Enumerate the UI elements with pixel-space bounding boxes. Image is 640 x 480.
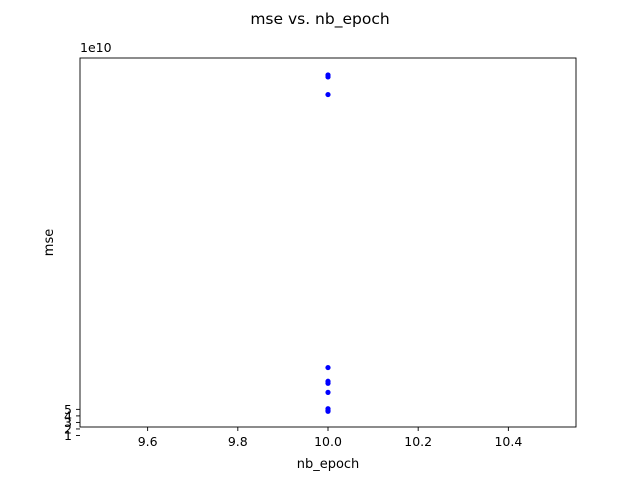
x-tick-label: 9.8 <box>228 434 248 449</box>
data-point <box>325 91 331 98</box>
data-points <box>325 72 331 414</box>
data-point <box>325 364 331 371</box>
plot-area-frame <box>79 57 577 428</box>
y-axis-title: mse <box>42 229 57 256</box>
y-tick-label: 3 <box>64 415 72 430</box>
x-tick-label: 10.2 <box>404 434 432 449</box>
data-point <box>325 380 331 386</box>
x-tick-label: 10.0 <box>314 434 342 449</box>
x-tick-label: 9.6 <box>138 434 158 449</box>
chart-title: mse vs. nb_epoch <box>250 10 389 29</box>
y-tick-label: 4 <box>64 408 72 423</box>
data-point <box>325 74 331 80</box>
y-tick-label: 1 <box>64 428 72 443</box>
y-axis-offset-label: 1e10 <box>80 40 112 55</box>
y-tick-label: 2 <box>64 421 72 436</box>
data-point <box>325 389 331 395</box>
x-axis-ticks: 9.6 9.8 10.0 10.2 10.4 <box>138 427 522 449</box>
y-tick-label: 5 <box>64 402 72 417</box>
x-axis-title: nb_epoch <box>297 457 360 472</box>
x-tick-label: 10.4 <box>494 434 522 449</box>
data-point <box>325 408 331 414</box>
